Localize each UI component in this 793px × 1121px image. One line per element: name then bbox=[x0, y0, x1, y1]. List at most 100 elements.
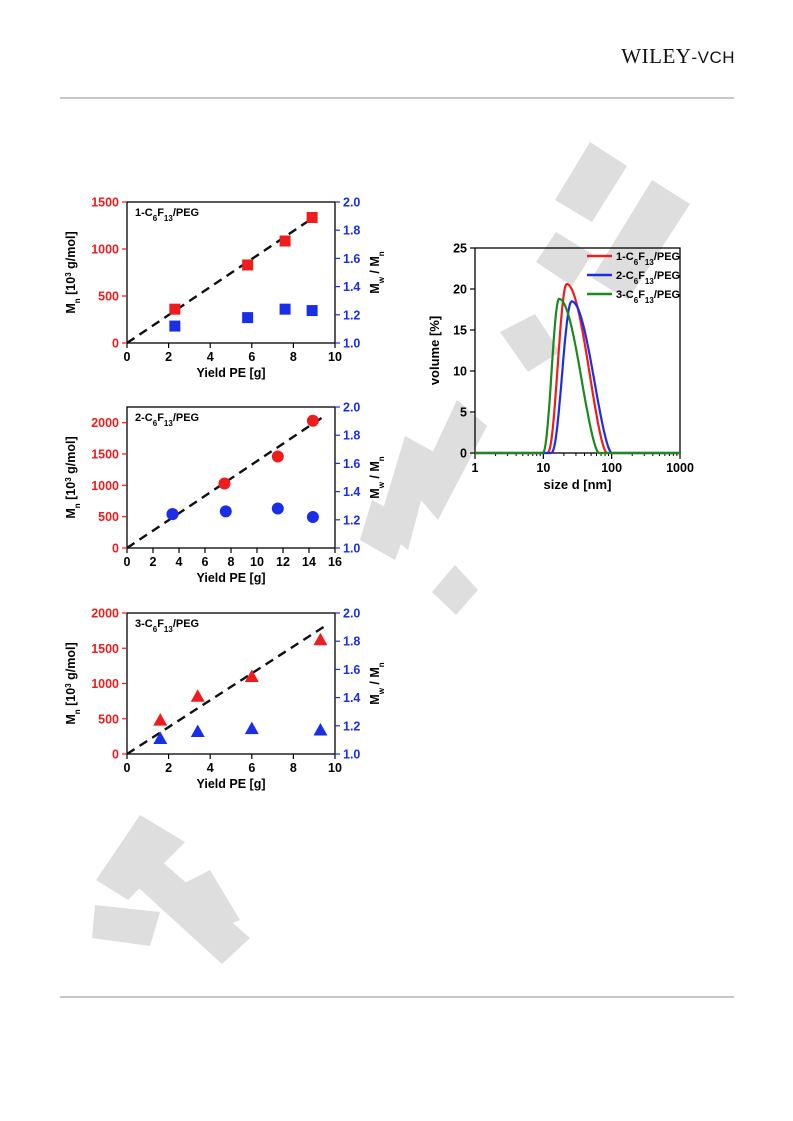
plot-frame bbox=[126, 201, 336, 344]
footer-rule bbox=[60, 996, 734, 998]
mn-circle-marker bbox=[306, 414, 319, 427]
watermark-stroke-3 bbox=[500, 314, 560, 372]
legend-label: 3-C6F13/PEG bbox=[616, 289, 680, 305]
y-tick-label: 0 bbox=[460, 447, 467, 461]
panel-label: 2-C6F13/PEG bbox=[135, 412, 199, 428]
watermark-stroke-8 bbox=[96, 815, 185, 900]
y-right-tick-label: 1.0 bbox=[343, 748, 360, 762]
x-tick-label: 4 bbox=[207, 350, 214, 364]
x-tick-label: 100 bbox=[601, 461, 622, 475]
watermark-stroke-6 bbox=[360, 500, 410, 560]
y-tick-label: 10 bbox=[453, 365, 467, 379]
y-left-tick-label: 2000 bbox=[91, 607, 119, 621]
mn-circle-marker bbox=[271, 450, 284, 463]
watermark-stroke-2 bbox=[536, 232, 592, 286]
x-tick-label: 6 bbox=[202, 555, 209, 569]
x-tick-label: 8 bbox=[290, 761, 297, 775]
x-tick-label: 14 bbox=[302, 555, 316, 569]
x-tick-label: 4 bbox=[176, 555, 183, 569]
y-left-tick-label: 1500 bbox=[91, 642, 119, 656]
y-left-tick-label: 0 bbox=[112, 542, 119, 556]
mn-square-marker bbox=[306, 212, 318, 224]
x-tick-label: 1000 bbox=[666, 461, 694, 475]
x-tick-label: 2 bbox=[165, 761, 172, 775]
x-tick-label: 1 bbox=[472, 461, 479, 475]
y-right-tick-label: 1.0 bbox=[343, 337, 360, 351]
size-curve-blue bbox=[475, 300, 680, 455]
y-tick-label: 25 bbox=[453, 242, 467, 256]
y-left-tick-label: 2000 bbox=[91, 416, 119, 430]
y-right-tick-label: 1.2 bbox=[343, 719, 360, 733]
mn-circle-marker bbox=[218, 477, 231, 490]
y-right-axis-label: Mw / Mn bbox=[368, 456, 386, 499]
y-right-tick-label: 1.8 bbox=[343, 224, 360, 238]
legend-label: 1-C6F13/PEG bbox=[616, 251, 680, 267]
x-tick-label: 12 bbox=[276, 555, 290, 569]
x-tick-label: 2 bbox=[165, 350, 172, 364]
header-rule bbox=[60, 97, 734, 99]
x-tick-label: 10 bbox=[328, 761, 342, 775]
y-left-tick-label: 0 bbox=[112, 748, 119, 762]
y-left-tick-label: 1000 bbox=[91, 243, 119, 257]
pdi-triangle-marker bbox=[153, 731, 168, 744]
pdi-circle-marker bbox=[166, 508, 179, 521]
pdi-square-marker bbox=[242, 312, 254, 324]
y-left-tick-label: 1000 bbox=[91, 677, 119, 691]
x-tick-label: 6 bbox=[248, 761, 255, 775]
y-tick-label: 15 bbox=[453, 324, 467, 338]
pdi-circle-marker bbox=[306, 510, 319, 523]
y-left-tick-label: 500 bbox=[98, 712, 119, 726]
size-curve-green bbox=[475, 297, 680, 455]
y-right-tick-label: 1.2 bbox=[343, 513, 360, 527]
watermark-stroke-10 bbox=[175, 870, 240, 935]
pdi-triangle-marker bbox=[244, 721, 259, 735]
pdi-square-marker bbox=[279, 303, 291, 315]
y-left-axis-label: Mn [103 g/mol] bbox=[64, 436, 82, 518]
y-tick-label: 20 bbox=[453, 283, 467, 297]
y-right-tick-label: 1.0 bbox=[343, 542, 360, 556]
watermark-shapes bbox=[92, 142, 690, 964]
x-axis-label: Yield PE [g] bbox=[197, 777, 266, 791]
x-tick-label: 4 bbox=[207, 761, 214, 775]
legend-label: 2-C6F13/PEG bbox=[616, 270, 680, 286]
y-right-tick-label: 1.4 bbox=[343, 485, 360, 499]
y-right-tick-label: 1.6 bbox=[343, 663, 360, 677]
x-tick-label: 6 bbox=[248, 350, 255, 364]
y-right-axis-label: Mw / Mn bbox=[368, 662, 386, 705]
y-left-tick-label: 1500 bbox=[91, 196, 119, 210]
pdi-triangle-marker bbox=[313, 723, 328, 736]
pdi-circle-marker bbox=[271, 502, 284, 515]
watermark-stroke-7 bbox=[432, 565, 478, 615]
y-right-tick-label: 1.4 bbox=[343, 280, 360, 294]
x-tick-label: 10 bbox=[536, 461, 550, 475]
mn-triangle-marker bbox=[190, 689, 205, 702]
watermark-stroke-0 bbox=[555, 142, 627, 222]
y-right-tick-label: 2.0 bbox=[343, 401, 360, 415]
x-tick-label: 10 bbox=[328, 350, 342, 364]
y-right-tick-label: 1.6 bbox=[343, 457, 360, 471]
watermark-stroke-1 bbox=[592, 180, 690, 300]
pdi-circle-marker bbox=[219, 505, 232, 518]
y-axis-label: volume [%] bbox=[427, 316, 442, 385]
mn-triangle-marker bbox=[313, 632, 328, 646]
mn-triangle-marker bbox=[153, 713, 168, 726]
y-left-tick-label: 500 bbox=[98, 290, 119, 304]
x-tick-label: 0 bbox=[124, 761, 131, 775]
mn-triangle-marker bbox=[244, 669, 259, 682]
pdi-square-marker bbox=[306, 305, 318, 317]
y-left-tick-label: 1500 bbox=[91, 448, 119, 462]
y-tick-label: 5 bbox=[460, 406, 467, 420]
mn-square-marker bbox=[169, 303, 181, 315]
trend-line bbox=[126, 416, 323, 549]
publisher-logo: WILEY-VCH bbox=[621, 44, 735, 69]
x-axis-label: Yield PE [g] bbox=[197, 571, 266, 585]
plot-frame bbox=[474, 247, 681, 454]
y-right-tick-label: 1.8 bbox=[343, 635, 360, 649]
y-left-tick-label: 1000 bbox=[91, 479, 119, 493]
x-tick-label: 0 bbox=[124, 350, 131, 364]
x-tick-label: 10 bbox=[250, 555, 264, 569]
